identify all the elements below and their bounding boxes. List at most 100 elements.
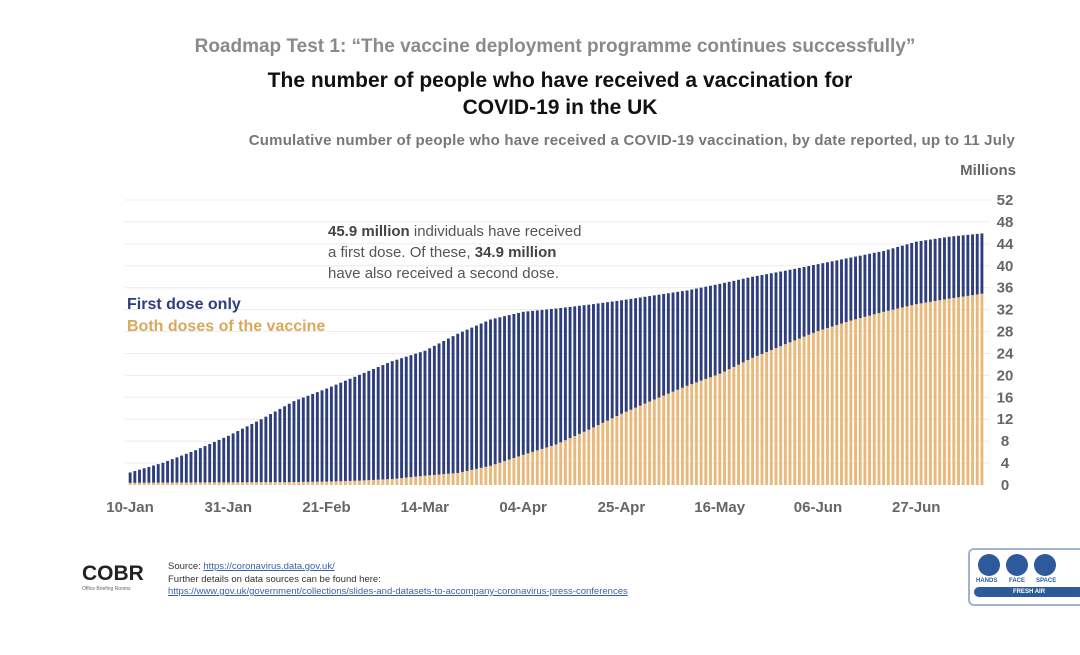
bar-first-dose-only — [208, 444, 212, 483]
bar-first-dose-only — [287, 403, 291, 483]
bar-both-doses — [194, 482, 198, 485]
bar-both-doses — [774, 348, 778, 485]
bar-first-dose-only — [278, 408, 282, 483]
bar-first-dose-only — [928, 239, 932, 302]
bar-both-doses — [811, 332, 815, 485]
annotation: 45.9 million individuals have received a… — [328, 221, 581, 284]
bar-first-dose-only — [751, 276, 755, 358]
y-tick-label: 16 — [997, 389, 1014, 406]
bar-first-dose-only — [348, 378, 352, 481]
bar-first-dose-only — [180, 455, 184, 483]
title-line-1: The number of people who have received a… — [267, 69, 853, 92]
bar-both-doses — [404, 477, 408, 485]
bar-both-doses — [690, 384, 694, 485]
bar-first-dose-only — [882, 250, 886, 312]
bar-both-doses — [718, 373, 722, 485]
space-label: SPACE — [1036, 578, 1057, 584]
bar-both-doses — [924, 302, 928, 485]
bar-first-dose-only — [156, 464, 160, 483]
bar-first-dose-only — [952, 236, 956, 298]
bar-both-doses — [914, 304, 918, 485]
bar-both-doses — [170, 482, 174, 485]
bar-first-dose-only — [465, 329, 469, 471]
bar-first-dose-only — [573, 306, 577, 436]
roadmap-heading: Roadmap Test 1: “The vaccine deployment … — [194, 36, 916, 57]
bar-first-dose-only — [746, 277, 750, 361]
bar-first-dose-only — [924, 240, 928, 303]
bar-first-dose-only — [147, 466, 151, 483]
bar-both-doses — [554, 444, 558, 485]
bar-first-dose-only — [620, 300, 623, 414]
bar-first-dose-only — [713, 284, 717, 376]
bar-both-doses — [348, 480, 352, 485]
bar-first-dose-only — [858, 255, 862, 319]
legend-first-dose-only: First dose only — [127, 296, 241, 313]
bar-first-dose-only — [479, 323, 483, 468]
bar-first-dose-only — [943, 237, 946, 300]
bar-both-doses — [498, 462, 502, 485]
bar-first-dose-only — [521, 311, 525, 455]
bar-both-doses — [840, 323, 843, 485]
bar-first-dose-only — [540, 309, 544, 449]
bar-first-dose-only — [844, 258, 848, 323]
bar-both-doses — [746, 360, 750, 485]
annotation-bold-1: 45.9 million — [328, 223, 410, 240]
face-icon — [1006, 554, 1028, 576]
bar-first-dose-only — [212, 441, 216, 483]
bar-both-doses — [802, 336, 806, 485]
bar-first-dose-only — [957, 235, 960, 298]
bar-first-dose-only — [353, 376, 357, 481]
bar-both-doses — [329, 481, 333, 485]
bar-first-dose-only — [872, 252, 876, 315]
bar-first-dose-only — [690, 289, 694, 385]
bar-first-dose-only — [755, 275, 759, 356]
bar-both-doses — [278, 482, 282, 485]
bar-first-dose-only — [919, 240, 923, 304]
bar-both-doses — [662, 395, 666, 485]
bar-both-doses — [971, 295, 974, 485]
bar-first-dose-only — [442, 341, 446, 475]
bar-first-dose-only — [301, 397, 305, 482]
bar-first-dose-only — [680, 291, 684, 388]
bar-both-doses — [849, 320, 853, 485]
bar-first-dose-only — [709, 285, 712, 378]
space-icon — [1034, 554, 1056, 576]
bar-both-doses — [245, 482, 249, 485]
hands-face-space-badge: HANDS FACE SPACE FRESH AIR — [968, 548, 1080, 606]
bar-both-doses — [900, 307, 904, 485]
bar-both-doses — [858, 318, 862, 485]
hands-label: HANDS — [976, 578, 998, 584]
source-link[interactable]: https://coronavirus.data.gov.uk/ — [203, 561, 335, 572]
further-details-link[interactable]: https://www.gov.uk/government/collection… — [168, 586, 628, 597]
bar-both-doses — [872, 314, 876, 485]
bar-both-doses — [166, 482, 170, 485]
bar-first-dose-only — [498, 317, 502, 463]
bar-both-doses — [507, 459, 511, 485]
y-tick-label: 48 — [997, 214, 1014, 231]
bar-both-doses — [217, 482, 221, 485]
y-tick-label: 8 — [1001, 433, 1009, 450]
bar-first-dose-only — [222, 437, 226, 483]
x-tick-label: 04-Apr — [499, 499, 547, 516]
bar-first-dose-only — [507, 315, 511, 460]
bar-both-doses — [283, 482, 287, 485]
bar-both-doses — [666, 393, 670, 485]
bar-both-doses — [297, 481, 301, 485]
bar-both-doses — [648, 401, 652, 485]
bar-first-dose-only — [826, 262, 829, 329]
bar-first-dose-only — [259, 419, 263, 483]
x-tick-label: 31-Jan — [205, 499, 253, 516]
bar-first-dose-only — [559, 307, 563, 443]
bar-both-doses — [451, 473, 455, 485]
bar-both-doses — [919, 303, 923, 485]
bar-both-doses — [549, 445, 553, 485]
bar-both-doses — [531, 451, 535, 485]
bar-first-dose-only — [428, 348, 432, 476]
bar-both-doses — [521, 454, 525, 485]
bar-first-dose-only — [142, 468, 146, 483]
y-tick-label: 52 — [997, 192, 1014, 209]
y-tick-label: 12 — [997, 411, 1014, 428]
y-axis-unit-label: Millions — [960, 162, 1016, 179]
bar-both-doses — [381, 479, 385, 485]
bar-first-dose-only — [900, 245, 904, 308]
